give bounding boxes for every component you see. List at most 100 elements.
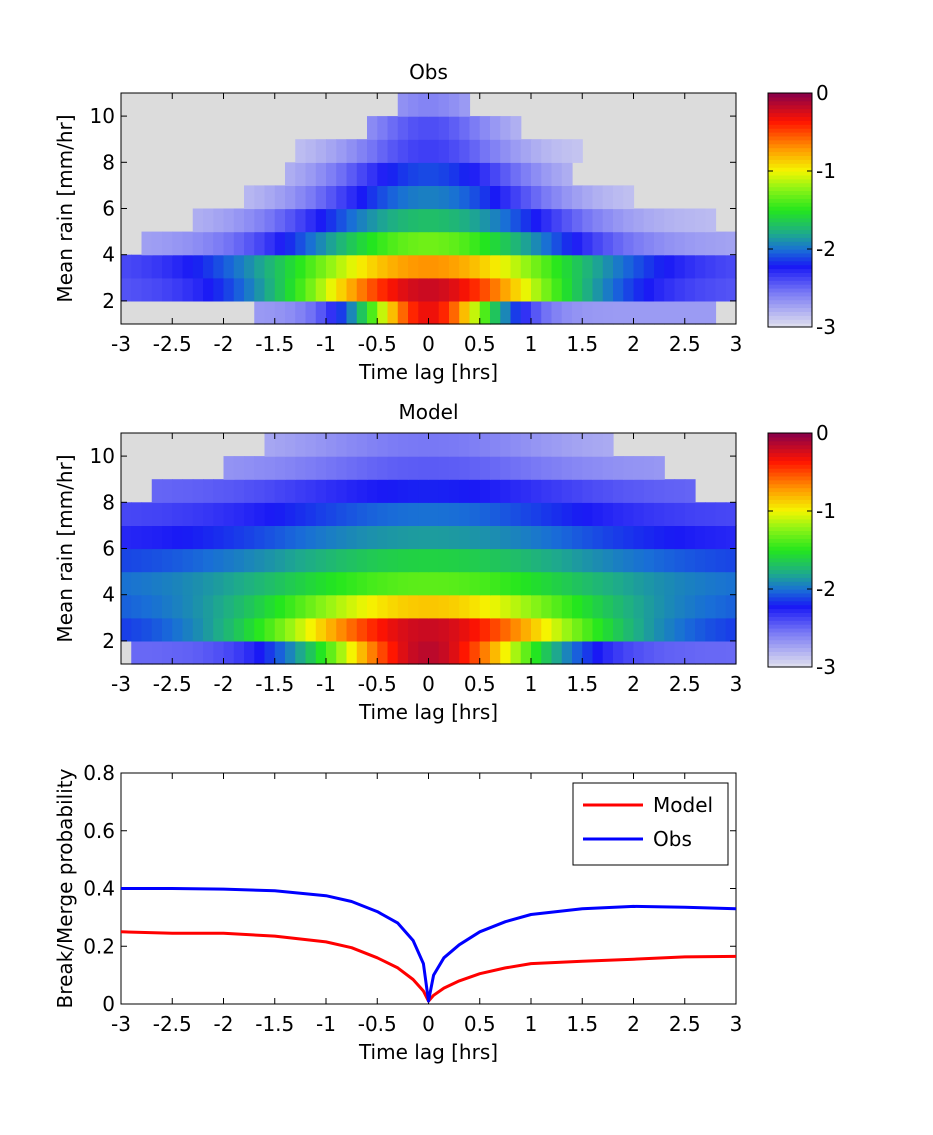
x-tick-label: -2.5 [153,672,192,696]
heatmap-cell [131,640,143,665]
heatmap-cell [203,525,214,550]
heatmap-cell [613,594,624,619]
x-axis-label: Time lag [hrs] [358,700,498,724]
heatmap-cell [356,231,368,256]
heatmap-cell [408,231,419,256]
heatmap-cell [541,185,553,210]
heatmap-cell [326,185,337,210]
heatmap-cell [315,479,327,503]
heatmap-cell [285,300,296,325]
heatmap-cell [387,571,399,596]
heatmap-cell [285,254,296,279]
heatmap-cell [305,162,317,186]
heatmap-cell [387,300,399,325]
heatmap-cell [684,502,696,526]
heatmap-cell [613,208,624,233]
heatmap-cell [469,456,481,480]
heatmap-cell [715,525,727,550]
heatmap-cell [469,640,481,665]
heatmap-cell [244,208,255,233]
heatmap-cell [356,640,368,665]
heatmap-cell [551,254,563,279]
colorbar-swatch [768,460,812,465]
legend-label: Obs [653,827,692,851]
heatmap-cell [664,571,676,596]
heatmap-cell [572,479,583,503]
heatmap-cell [613,456,624,480]
heatmap-cell [295,617,307,642]
heatmap-cell [408,617,419,642]
heatmap-cell [541,525,553,550]
heatmap-cell [387,185,399,210]
heatmap-cell [643,456,655,480]
heatmap-cell [654,640,665,665]
colorbar-swatch [768,651,812,656]
heatmap-cell [479,300,491,325]
heatmap-cell [397,300,409,325]
heatmap-cell [500,617,512,642]
heatmap-cell [315,254,327,279]
colorbar-swatch [768,436,812,442]
heatmap-cell [121,571,132,596]
heatmap-cell [356,433,368,457]
heatmap-cell [346,456,358,480]
heatmap-cell [459,479,471,503]
heatmap-cell [192,208,204,233]
heatmap-cell [131,617,143,642]
colorbar-swatch [768,573,812,578]
heatmap-cell [520,456,532,480]
heatmap-cell [541,433,553,457]
y-axis-label: Mean rain [mm/hr] [53,454,77,642]
heatmap-cell [684,525,696,550]
heatmap-cell [213,277,225,302]
heatmap-cell [356,456,368,480]
heatmap-cell [336,300,348,325]
heatmap-cell [664,300,676,325]
heatmap-cell [479,185,491,210]
heatmap-cell [490,162,501,186]
heatmap-cell [715,502,727,526]
colorbar-swatch [768,448,812,454]
heatmap-cell [500,139,512,163]
heatmap-cell [664,277,676,302]
heatmap-cell [510,433,522,457]
colorbar-swatch [768,132,812,137]
colorbar-tick-label: -2 [816,577,836,601]
colorbar-swatch [768,202,812,207]
colorbar-swatch [768,503,812,508]
heatmap-cell [582,208,594,233]
heatmap-cell [520,594,532,619]
heatmap-cell [326,208,337,233]
heatmap-cell [244,231,255,256]
heatmap-cell [623,525,635,550]
heatmap-cell [479,116,491,140]
heatmap-cell [541,640,553,665]
heatmap-cell [295,185,307,210]
heatmap-cell [346,254,358,279]
heatmap-cell [531,231,542,256]
heatmap-cell [326,139,337,163]
heatmap-cell [182,571,194,596]
heatmap-cell [715,640,727,665]
heatmap-cell [162,594,173,619]
heatmap-cell [367,208,378,233]
heatmap-cell [121,594,132,619]
heatmap-cell [561,456,573,480]
heatmap-cell [295,231,307,256]
heatmap-cell [592,277,604,302]
colorbar-swatch [768,464,812,469]
colorbar-swatch [768,299,812,305]
heatmap-cell [203,617,214,642]
heatmap-cell [469,231,481,256]
heatmap-cell [162,277,173,302]
heatmap-cell [418,525,430,550]
heatmap-cell [623,254,635,279]
heatmap-cell [254,479,266,503]
heatmap-cell [377,162,389,186]
heatmap-cell [408,502,419,526]
colorbar-swatch [768,604,812,610]
colorbar-swatch [768,229,812,234]
heatmap-cell [305,548,317,573]
heatmap-cell [715,571,727,596]
heatmap-cell [285,208,296,233]
